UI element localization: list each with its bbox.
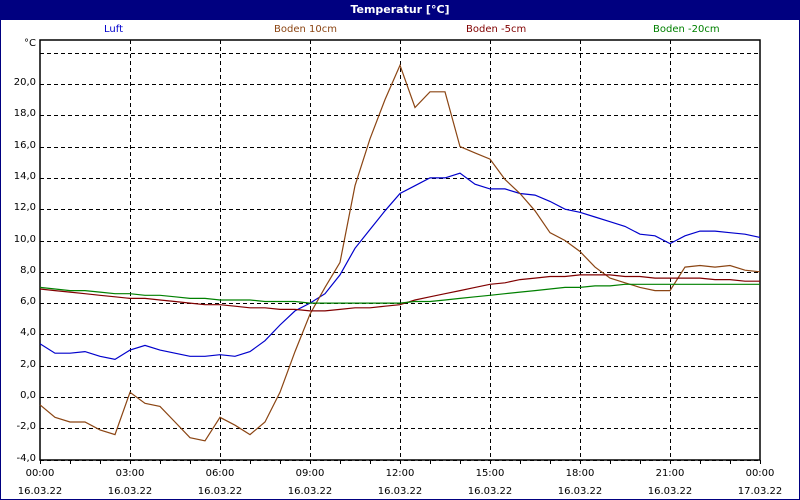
y-tick-label: 2,0 bbox=[20, 358, 36, 370]
y-tick-label: 14,0 bbox=[13, 170, 36, 182]
y-tick-label: 6,0 bbox=[20, 296, 36, 308]
y-tick-label: 0,0 bbox=[20, 390, 36, 401]
legend-boden-20cm: Boden -20cm bbox=[653, 24, 720, 35]
series-line-2 bbox=[39, 274, 760, 312]
y-tick-label: -2,0 bbox=[16, 421, 36, 433]
y-tick-label: 12,0 bbox=[13, 202, 36, 214]
y-tick-label: 18,0 bbox=[13, 108, 36, 120]
y-tick-label: 10,0 bbox=[13, 233, 36, 245]
x-tick-label: 00:00 16.03.22 bbox=[17, 468, 63, 497]
x-tick-label: 00:00 17.03.22 bbox=[737, 468, 783, 497]
y-tick-label: 4,0 bbox=[20, 327, 36, 339]
series-line-3 bbox=[39, 283, 760, 304]
x-tick-label: 03:00 16.03.22 bbox=[107, 468, 153, 497]
x-tick-label: 06:00 16.03.22 bbox=[197, 468, 243, 497]
y-tick-label: 8,0 bbox=[20, 264, 36, 276]
y-tick-label: 20,0 bbox=[13, 77, 36, 88]
series-line-1 bbox=[39, 63, 761, 442]
legend-boden-10cm: Boden 10cm bbox=[274, 24, 337, 35]
chart-title: Temperatur [°C] bbox=[0, 0, 800, 20]
x-tick-label: 09:00 16.03.22 bbox=[287, 468, 333, 497]
y-tick-label: -4,0 bbox=[16, 452, 36, 464]
x-tick-label: 12:00 16.03.22 bbox=[377, 468, 423, 497]
series-line-0 bbox=[39, 172, 761, 361]
x-tick-label: 18:00 16.03.22 bbox=[557, 468, 603, 497]
x-tick-label: 21:00 16.03.22 bbox=[647, 468, 693, 497]
y-axis-unit: °C bbox=[24, 38, 36, 49]
x-tick-label: 15:00 16.03.22 bbox=[467, 468, 513, 497]
y-tick-label: 16,0 bbox=[13, 139, 36, 151]
legend-boden-5cm: Boden -5cm bbox=[466, 24, 527, 35]
legend-luft: Luft bbox=[104, 24, 123, 35]
